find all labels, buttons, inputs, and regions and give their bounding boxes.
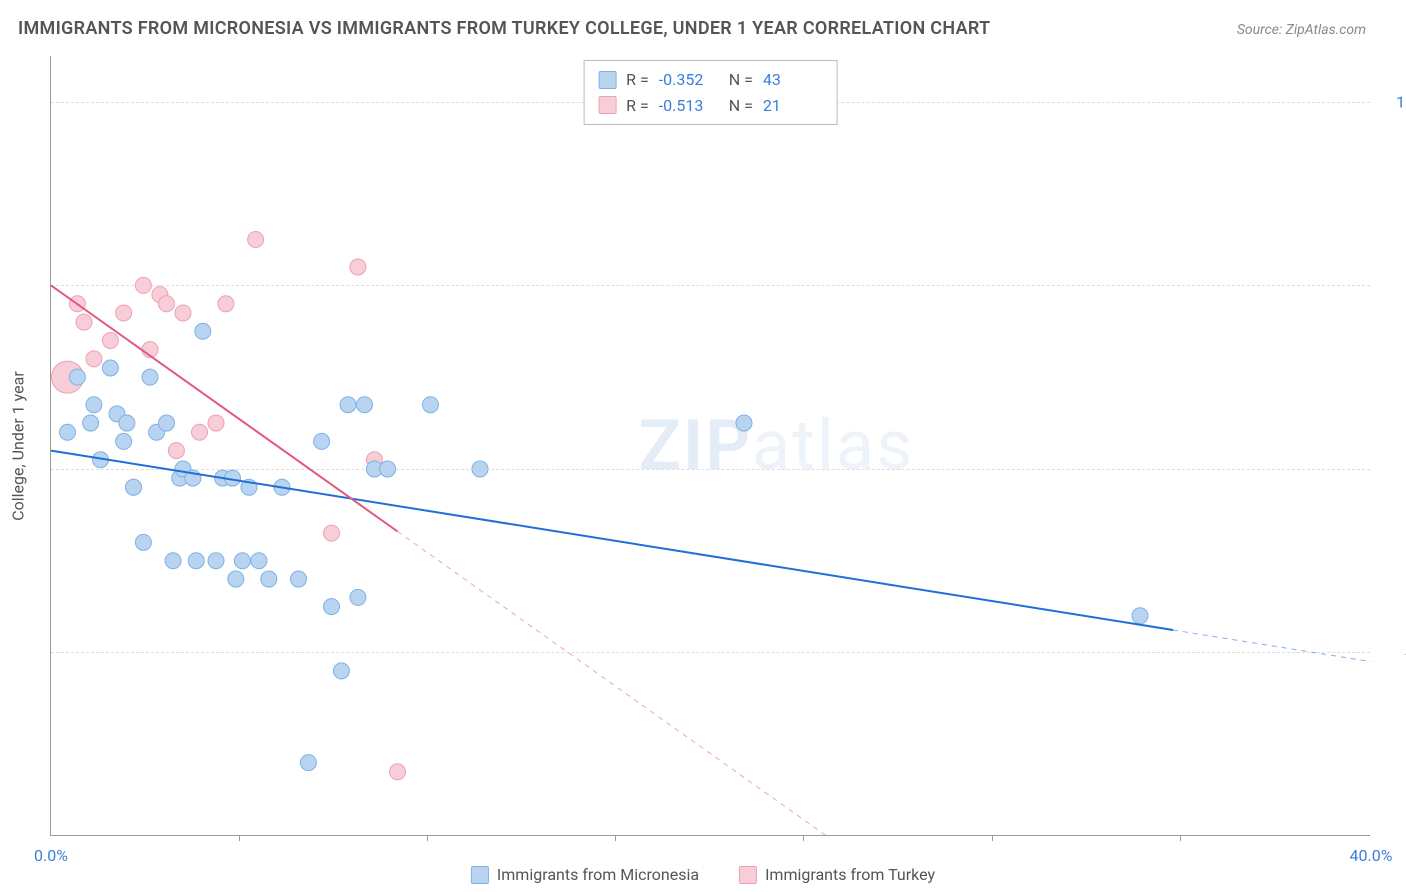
x-tick [239, 835, 240, 841]
x-tick-label: 0.0% [34, 846, 68, 865]
data-point [208, 415, 224, 431]
data-point [83, 415, 99, 431]
data-point [314, 433, 330, 449]
source-attribution: Source: ZipAtlas.com [1237, 22, 1366, 38]
data-point [102, 332, 118, 348]
x-tick-label: 40.0% [1350, 846, 1393, 865]
correlation-legend: R = -0.352 N = 43 R = -0.513 N = 21 [583, 60, 838, 125]
legend-label-micronesia: Immigrants from Micronesia [497, 865, 699, 884]
data-point [165, 553, 181, 569]
data-point [116, 305, 132, 321]
data-point [261, 571, 277, 587]
swatch-micronesia-icon [471, 866, 489, 884]
regression-line-extrapolated [398, 531, 827, 836]
data-point [159, 415, 175, 431]
data-point [423, 397, 439, 413]
y-tick-label: 100.0% [1396, 92, 1406, 111]
data-point [159, 296, 175, 312]
data-point [1132, 608, 1148, 624]
x-tick [992, 835, 993, 841]
data-point [736, 415, 752, 431]
swatch-turkey [598, 96, 616, 114]
data-point [350, 259, 366, 275]
scatter-svg [51, 56, 1370, 835]
y-axis-label: College, Under 1 year [9, 371, 28, 521]
data-point [218, 296, 234, 312]
data-point [390, 764, 406, 780]
data-point [86, 397, 102, 413]
data-point [116, 433, 132, 449]
legend-item-micronesia: Immigrants from Micronesia [471, 865, 699, 884]
x-tick [615, 835, 616, 841]
data-point [76, 314, 92, 330]
data-point [300, 755, 316, 771]
x-tick [803, 835, 804, 841]
regression-line [51, 451, 1173, 630]
data-point [135, 534, 151, 550]
data-point [333, 663, 349, 679]
swatch-turkey-icon [739, 866, 757, 884]
data-point [380, 461, 396, 477]
data-point [208, 553, 224, 569]
data-point [340, 397, 356, 413]
data-point [102, 360, 118, 376]
data-point [135, 277, 151, 293]
data-point [119, 415, 135, 431]
data-point [228, 571, 244, 587]
data-point [291, 571, 307, 587]
x-tick [427, 835, 428, 841]
data-point [142, 369, 158, 385]
legend-row-turkey: R = -0.513 N = 21 [598, 93, 823, 119]
data-point [350, 589, 366, 605]
swatch-micronesia [598, 71, 616, 89]
data-point [126, 479, 142, 495]
data-point [195, 323, 211, 339]
data-point [168, 443, 184, 459]
legend-row-micronesia: R = -0.352 N = 43 [598, 67, 823, 93]
series-legend: Immigrants from Micronesia Immigrants fr… [471, 865, 935, 884]
data-point [251, 553, 267, 569]
legend-item-turkey: Immigrants from Turkey [739, 865, 935, 884]
data-point [234, 553, 250, 569]
chart-plot-area: ZIPatlas R = -0.352 N = 43 R = -0.513 N … [50, 56, 1370, 836]
data-point [472, 461, 488, 477]
legend-label-turkey: Immigrants from Turkey [765, 865, 935, 884]
data-point [188, 553, 204, 569]
data-point [357, 397, 373, 413]
data-point [324, 525, 340, 541]
regression-line-extrapolated [1173, 630, 1371, 662]
chart-title: IMMIGRANTS FROM MICRONESIA VS IMMIGRANTS… [18, 18, 990, 39]
data-point [60, 424, 76, 440]
data-point [324, 599, 340, 615]
data-point [175, 305, 191, 321]
data-point [86, 351, 102, 367]
data-point [192, 424, 208, 440]
x-tick [1180, 835, 1181, 841]
data-point [69, 369, 85, 385]
data-point [248, 232, 264, 248]
